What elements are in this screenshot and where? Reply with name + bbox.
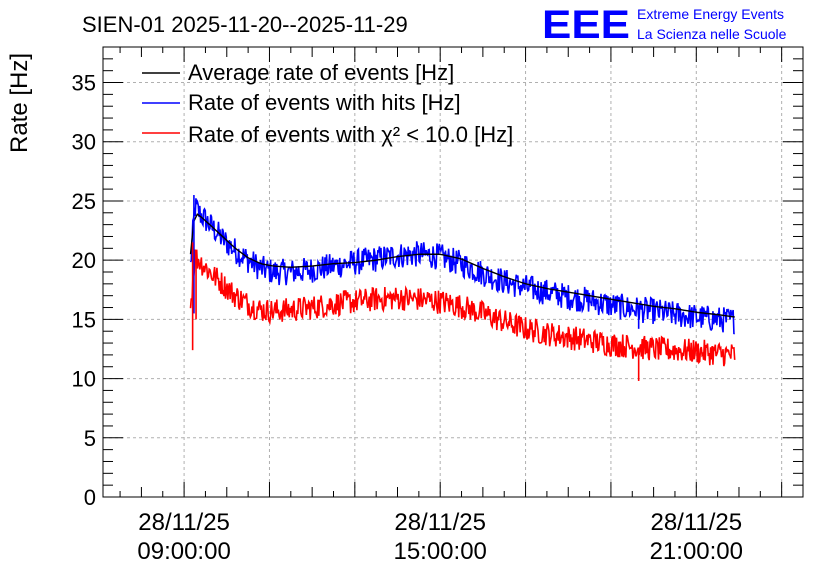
eee-logo: EEE Extreme Energy Events La Scienza nel… — [542, 3, 787, 47]
grid-lines — [103, 47, 803, 497]
legend-label-hits: Rate of events with hits [Hz] — [188, 90, 461, 115]
y-tick-label: 35 — [72, 71, 96, 96]
y-axis-label: Rate [Hz] — [6, 53, 33, 153]
legend-label-chi2: Rate of events with χ² < 10.0 [Hz] — [188, 122, 513, 147]
logo-line-1: Extreme Energy Events — [637, 6, 784, 22]
y-tick-labels: 0 5 10 15 20 25 30 35 — [72, 71, 96, 510]
x-tick-labels: 28/11/2509:00:0028/11/2515:00:0028/11/25… — [137, 509, 743, 565]
y-tick-label: 0 — [84, 485, 96, 510]
series-line-1 — [189, 198, 735, 335]
x-tick-label-time: 21:00:00 — [650, 538, 743, 565]
y-tick-label: 15 — [72, 307, 96, 332]
logo-mark: EEE — [542, 3, 630, 47]
x-tick-label-date: 28/11/25 — [394, 509, 486, 536]
x-tick-label-date: 28/11/25 — [650, 509, 742, 536]
y-tick-label: 5 — [84, 426, 96, 451]
legend: Average rate of events [Hz] Rate of even… — [142, 60, 513, 147]
chart-title: SIEN-01 2025-11-20--2025-11-29 — [82, 12, 408, 37]
y-tick-label: 10 — [72, 367, 96, 392]
logo-line-2: La Scienza nelle Scuole — [637, 26, 787, 42]
series-layer — [189, 195, 736, 381]
x-tick-label-date: 28/11/25 — [138, 509, 230, 536]
axis-ticks — [103, 46, 804, 498]
y-tick-label: 30 — [72, 130, 96, 155]
series-line-0 — [189, 213, 735, 318]
series-line-2 — [189, 249, 736, 367]
y-tick-label: 25 — [72, 189, 96, 214]
y-tick-label: 20 — [72, 248, 96, 273]
x-tick-label-time: 15:00:00 — [393, 538, 486, 565]
legend-label-average: Average rate of events [Hz] — [188, 60, 454, 85]
x-tick-label-time: 09:00:00 — [137, 538, 230, 565]
